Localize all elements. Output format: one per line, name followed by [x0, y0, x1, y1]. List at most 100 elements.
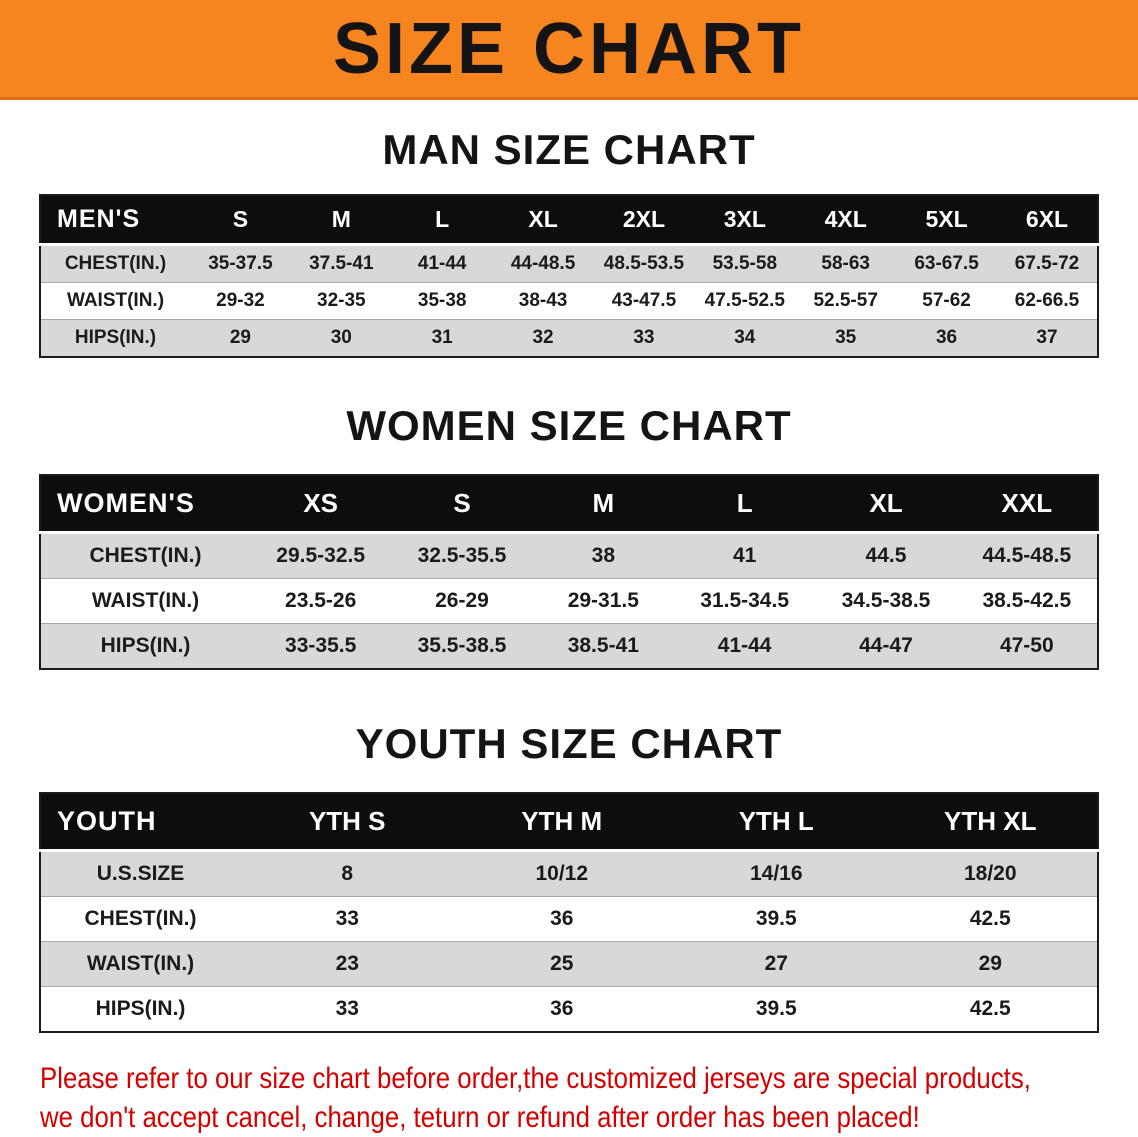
size-header-cell: L [391, 195, 493, 246]
youth-section-heading: YOUTH SIZE CHART [355, 720, 783, 767]
table-row: HIPS(IN.) 33-35.5 35.5-38.5 38.5-41 41-44 44-… [40, 623, 1098, 669]
table-header-row: YOUTH YTH S YTH M YTH L YTH XL [40, 793, 1098, 852]
table-title-cell: MEN'S [40, 195, 190, 246]
table-row: CHEST(IN.) 29.5-32.5 32.5-35.5 38 41 44.5 44.5… [40, 532, 1098, 579]
table-header-row: WOMEN'S XS S M L XL XXL [40, 475, 1098, 534]
table-row: HIPS(IN.) 33 36 39.5 42.5 [40, 986, 1098, 1032]
row-label: WAIST(IN.) [66, 290, 165, 311]
table-cell: 39.5 [755, 907, 797, 930]
row-label: WAIST(IN.) [91, 589, 200, 612]
size-header-cell: S [190, 195, 291, 246]
table-cell: 57-62 [922, 290, 971, 311]
table-title-cell: WOMEN'S [40, 475, 250, 534]
table-cell: 33-35.5 [285, 634, 357, 657]
women-size-section: WOMEN SIZE CHART WOMEN'S XS S M L XL XXL CHEST(… [0, 358, 1138, 670]
table-cell: 43-47.5 [611, 290, 677, 311]
youth-size-section: YOUTH SIZE CHART YOUTH YTH S YTH M YTH L YTH… [0, 670, 1138, 1033]
table-cell: 36 [935, 327, 958, 348]
table-title-cell: YOUTH [40, 793, 240, 852]
size-header-cell: L [673, 475, 816, 534]
table-cell: 47.5-52.5 [704, 290, 785, 311]
page-title: SIZE CHART [333, 8, 805, 89]
table-cell: 33 [335, 997, 359, 1020]
table-cell: 41-44 [717, 634, 772, 657]
table-row: U.S.SIZE 8 10/12 14/16 18/20 [40, 850, 1098, 897]
size-header-cell: YTH L [669, 793, 884, 852]
disclaimer: Please refer to our size chart before or… [40, 1059, 1138, 1137]
table-cell: 37.5-41 [309, 253, 374, 274]
table-cell: 27 [764, 952, 788, 975]
table-cell: 44-48.5 [510, 253, 576, 274]
disclaimer-line: Please refer to our size chart before or… [40, 1062, 1031, 1095]
table-cell: 63-67.5 [914, 253, 979, 274]
size-header-cell: M [290, 195, 392, 246]
table-cell: 26-29 [435, 589, 489, 612]
size-header-cell: XS [250, 475, 392, 534]
table-cell: 35 [835, 327, 857, 348]
table-cell: 33 [335, 907, 359, 930]
table-cell: 38.5-42.5 [982, 589, 1072, 612]
table-cell: 23.5-26 [285, 589, 357, 612]
table-cell: 32 [532, 327, 554, 348]
table-cell: 30 [330, 327, 352, 348]
table-cell: 14/16 [749, 862, 803, 885]
size-header-cell: M [532, 475, 674, 534]
men-section-heading: MAN SIZE CHART [382, 126, 756, 173]
table-cell: 25 [550, 952, 574, 975]
table-row: CHEST(IN.) 33 36 39.5 42.5 [40, 896, 1098, 942]
table-row: CHEST(IN.) 35-37.5 37.5-41 41-44 44-48.5 48.5… [40, 244, 1098, 283]
table-cell: 33 [633, 327, 655, 348]
table-cell: 38 [591, 544, 615, 567]
table-cell: 62-66.5 [1014, 290, 1080, 311]
size-header-cell: 6XL [997, 195, 1098, 246]
table-cell: 41 [732, 544, 757, 567]
size-header-cell: 3XL [694, 195, 796, 246]
table-cell: 38-43 [518, 290, 568, 311]
table-cell: 18/20 [963, 862, 1017, 885]
table-cell: 35-37.5 [208, 253, 273, 274]
table-cell: 67.5-72 [1014, 253, 1080, 274]
youth-size-table: YOUTH YTH S YTH M YTH L YTH XL U.S.SIZE 8 10/12… [39, 792, 1099, 1033]
row-label: CHEST(IN.) [89, 544, 202, 567]
row-label: HIPS(IN.) [74, 327, 157, 348]
row-label: HIPS(IN.) [95, 997, 186, 1020]
women-size-table: WOMEN'S XS S M L XL XXL CHEST(IN.) 29.5-32.5 32.5… [39, 474, 1099, 670]
size-header-cell: 2XL [593, 195, 695, 246]
table-cell: 10/12 [535, 862, 589, 885]
table-cell: 44-47 [859, 634, 913, 657]
table-cell: 8 [341, 862, 354, 885]
table-cell: 29 [978, 952, 1002, 975]
row-label: CHEST(IN.) [64, 253, 167, 274]
table-cell: 32.5-35.5 [417, 544, 507, 567]
men-size-table: MEN'S S M L XL 2XL 3XL 4XL 5XL 6XL CHEST(IN.) 35-37… [39, 194, 1099, 358]
table-cell: 31 [431, 327, 453, 348]
disclaimer-line: we don't accept cancel, change, teturn o… [40, 1101, 920, 1134]
table-header-row: MEN'S S M L XL 2XL 3XL 4XL 5XL 6XL [40, 195, 1098, 246]
size-header-cell: 4XL [795, 195, 897, 246]
table-cell: 42.5 [969, 907, 1011, 930]
table-row: WAIST(IN.) 29-32 32-35 35-38 38-43 43-47.5 47.… [40, 282, 1098, 320]
table-cell: 34 [734, 327, 756, 348]
table-cell: 36 [550, 997, 574, 1020]
table-row: WAIST(IN.) 23.5-26 26-29 29-31.5 31.5-34.5 34… [40, 578, 1098, 624]
table-cell: 34.5-38.5 [841, 589, 931, 612]
table-cell: 29.5-32.5 [276, 544, 366, 567]
size-header-cell: XL [815, 475, 957, 534]
size-header-cell: YTH XL [883, 793, 1098, 852]
table-cell: 42.5 [969, 997, 1011, 1020]
size-header-cell: S [391, 475, 533, 534]
table-cell: 44.5 [865, 544, 907, 567]
women-section-heading: WOMEN SIZE CHART [346, 402, 792, 449]
size-header-cell: YTH M [454, 793, 669, 852]
table-cell: 58-63 [821, 253, 870, 274]
table-cell: 29-32 [216, 290, 265, 311]
size-header-cell: YTH S [240, 793, 455, 852]
size-header-cell: XL [492, 195, 594, 246]
table-cell: 32-35 [317, 290, 366, 311]
table-cell: 29-31.5 [567, 589, 639, 612]
table-cell: 52.5-57 [813, 290, 878, 311]
table-cell: 29 [229, 327, 251, 348]
table-row: HIPS(IN.) 29 30 31 32 33 34 35 36 37 [40, 319, 1098, 357]
table-row: WAIST(IN.) 23 25 27 29 [40, 941, 1098, 987]
